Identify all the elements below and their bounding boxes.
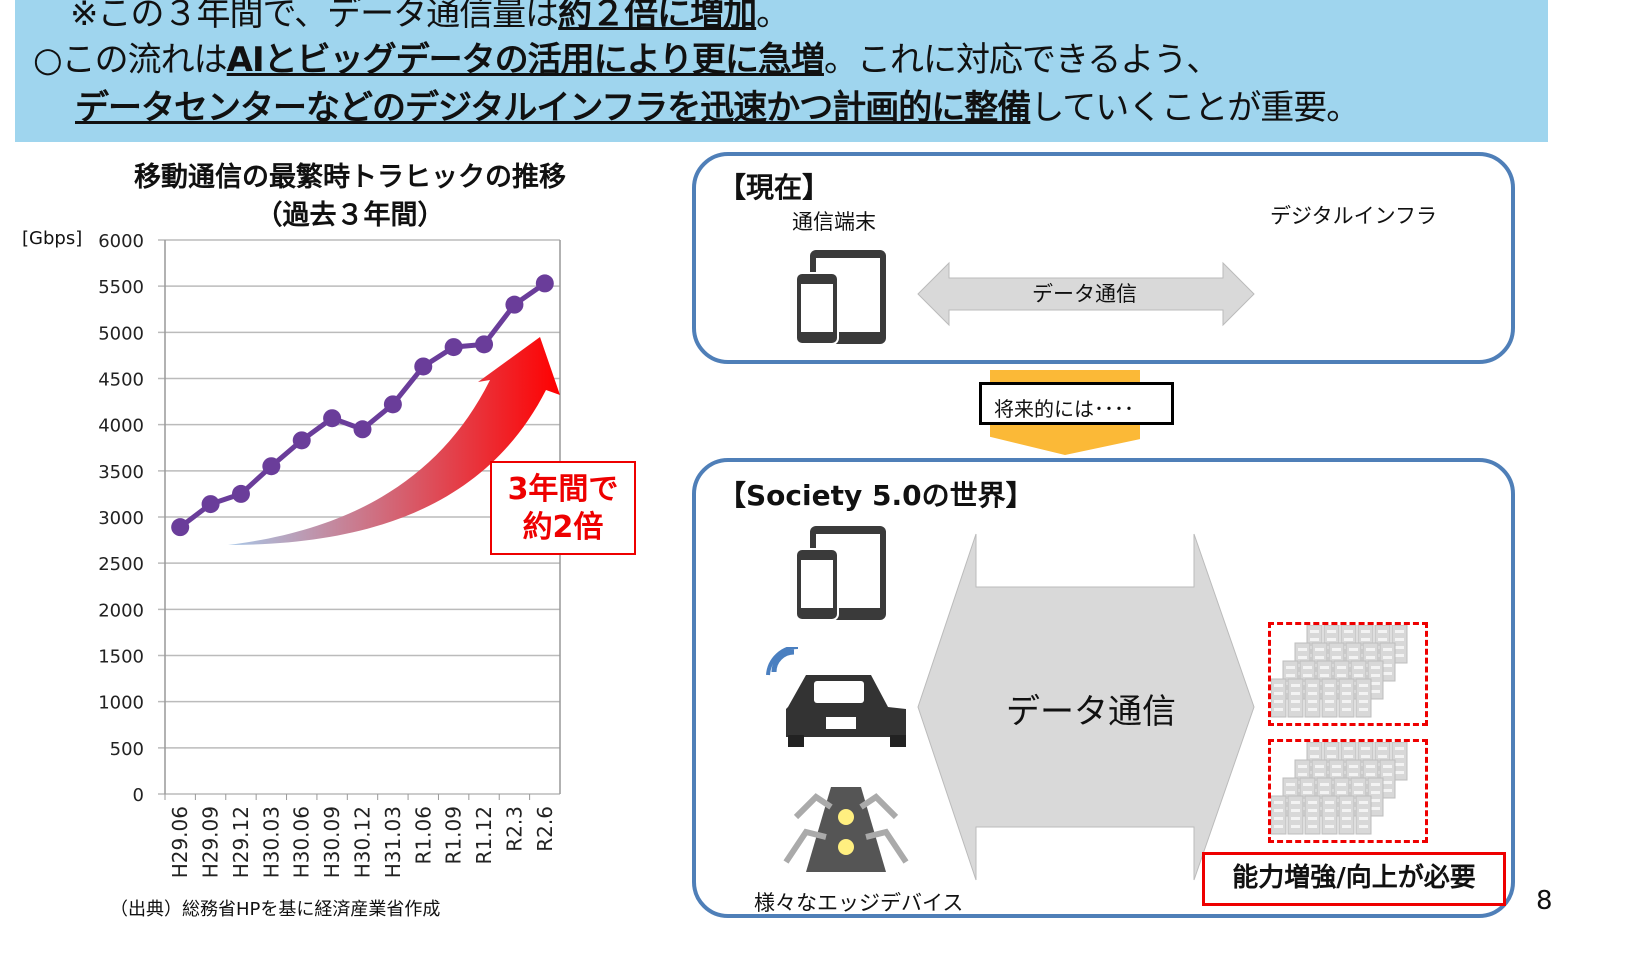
y-tick-label: 6000 — [98, 231, 144, 252]
current-title: 【現在】 — [718, 171, 831, 204]
data-point — [323, 409, 342, 428]
server-unit — [1287, 678, 1304, 718]
infra-label: デジタルインフラ — [1270, 204, 1437, 228]
server-unit — [1270, 678, 1287, 718]
server-unit — [1304, 678, 1321, 718]
data-point — [262, 457, 281, 476]
data-point — [292, 431, 311, 450]
summary-banner: ※この３年間で、データ通信量は約２倍に増加。 ○この流れはAIとビッグデータの活… — [15, 0, 1548, 142]
y-axis-unit: [Gbps] — [22, 228, 83, 249]
future-server-slot — [1268, 622, 1428, 726]
bidirectional-arrow-icon — [917, 261, 1255, 327]
server-unit — [1355, 795, 1372, 835]
chart-subtitle: （過去３年間） — [255, 200, 445, 231]
need-capacity-label: 能力増強/向上が必要 — [1202, 852, 1506, 906]
server-unit — [1270, 795, 1287, 835]
server-rack-icon — [1270, 741, 1408, 835]
server-rack-icon — [1258, 236, 1418, 336]
data-point — [353, 420, 372, 439]
growth-annotation: 3年間で 約2倍 — [490, 461, 636, 555]
x-tick-label: H29.09 — [199, 806, 223, 878]
y-tick-label: 0 — [133, 785, 144, 806]
y-tick-label: 4500 — [98, 370, 144, 391]
chart-source: （出典）総務省HPを基に経済産業省作成 — [110, 899, 441, 920]
server-unit — [1287, 795, 1304, 835]
chart-title: 移動通信の最繁時トラヒックの推移 — [134, 162, 566, 193]
x-tick-label: R1.09 — [442, 806, 466, 864]
x-tick-label: H29.06 — [168, 806, 192, 878]
data-point — [383, 395, 402, 414]
banner-line-2: ○この流れはAIとビッグデータの活用により更に急増。これに対応できるよう、 — [33, 40, 1220, 80]
data-point — [414, 357, 433, 376]
server-unit — [1321, 678, 1338, 718]
x-tick-label: H30.09 — [320, 806, 344, 878]
data-comm-label: データ通信 — [1032, 282, 1137, 306]
y-tick-label: 5500 — [98, 277, 144, 298]
data-point — [505, 295, 524, 314]
y-tick-label: 1000 — [98, 693, 144, 714]
device-label: 通信端末 — [792, 210, 876, 234]
y-tick-label: 5000 — [98, 323, 144, 344]
server-unit — [1321, 795, 1338, 835]
server-rack-icon — [1264, 507, 1424, 607]
connected-car-icon — [766, 647, 906, 747]
y-tick-label: 4000 — [98, 416, 144, 437]
server-rack-icon — [1270, 624, 1408, 718]
banner-line-1: ※この３年間で、データ通信量は約２倍に増加。 — [70, 0, 790, 34]
server-unit — [1304, 795, 1321, 835]
transition-label: 将来的には････ — [979, 382, 1174, 425]
future-server-slot — [1268, 739, 1428, 843]
page-number: 8 — [1536, 886, 1553, 916]
x-tick-label: H30.06 — [290, 806, 314, 878]
data-point — [444, 338, 463, 357]
y-tick-label: 3000 — [98, 508, 144, 529]
edge-devices-label: 様々なエッジデバイス — [754, 891, 964, 915]
x-tick-label: H30.12 — [351, 806, 375, 878]
data-point — [475, 335, 494, 354]
server-unit — [1355, 678, 1372, 718]
x-tick-label: H31.03 — [381, 806, 405, 878]
smartphone-tablet-icon — [796, 526, 886, 621]
x-tick-label: R1.06 — [411, 806, 435, 864]
x-tick-label: R1.12 — [472, 806, 496, 864]
x-tick-label: R2.3 — [502, 806, 526, 852]
data-point — [201, 495, 220, 514]
y-tick-label: 1500 — [98, 647, 144, 668]
future-title: 【Society 5.0の世界】 — [718, 479, 1034, 512]
server-unit — [1338, 678, 1355, 718]
data-point — [535, 274, 554, 293]
data-point — [231, 484, 250, 503]
large-bidirectional-arrow-icon — [917, 533, 1255, 881]
y-tick-label: 2500 — [98, 554, 144, 575]
smartphone-tablet-icon — [796, 250, 886, 345]
future-panel: 【Society 5.0の世界】 様々なエッジデバイス データ通信 能力増強/向… — [692, 458, 1515, 918]
current-panel: 【現在】 通信端末 デジタルインフラ データ通信 — [692, 152, 1515, 364]
y-tick-label: 500 — [110, 739, 144, 760]
y-tick-label: 2000 — [98, 600, 144, 621]
x-tick-label: R2.6 — [533, 806, 557, 852]
edge-devices-robots-icon — [783, 787, 909, 872]
x-tick-label: H29.12 — [229, 806, 253, 878]
traffic-line-chart: 0 500 1000 1500 2000 2500 3000 3500 4000 4500 5000… — [98, 231, 561, 878]
data-comm-label: データ通信 — [1006, 692, 1176, 732]
data-point — [171, 518, 190, 537]
banner-line-3: データセンターなどのデジタルインフラを迅速かつ計画的に整備していくことが重要。 — [75, 88, 1360, 128]
growth-arrow — [228, 337, 560, 545]
x-tick-label: H30.03 — [259, 806, 283, 878]
server-unit — [1338, 795, 1355, 835]
y-tick-label: 3500 — [98, 462, 144, 483]
